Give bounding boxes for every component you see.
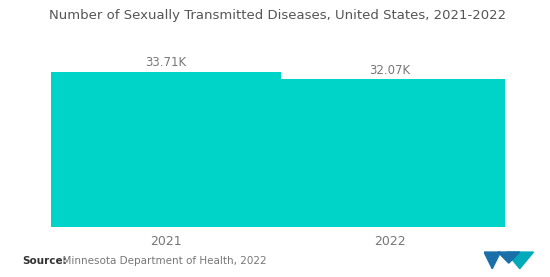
Bar: [274, 79, 505, 227]
Text: 32.07K: 32.07K: [369, 64, 410, 77]
Text: Minnesota Department of Health, 2022: Minnesota Department of Health, 2022: [56, 256, 267, 266]
Title: Number of Sexually Transmitted Diseases, United States, 2021-2022: Number of Sexually Transmitted Diseases,…: [49, 9, 507, 22]
Polygon shape: [498, 252, 520, 263]
Bar: [51, 71, 281, 227]
Polygon shape: [484, 252, 500, 269]
Polygon shape: [506, 252, 534, 269]
Text: 33.71K: 33.71K: [145, 56, 186, 69]
Text: Source:: Source:: [22, 256, 67, 266]
